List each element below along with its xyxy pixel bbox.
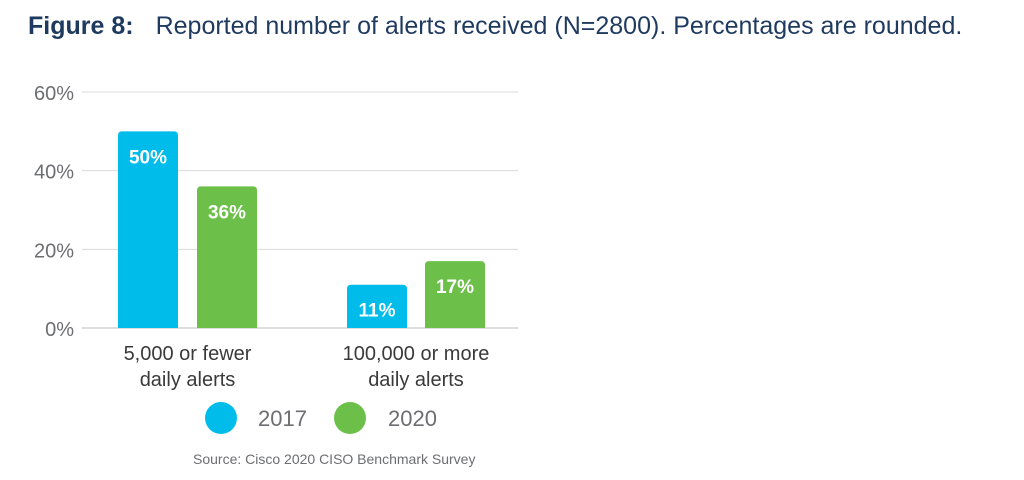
bar-2017-1 [347, 284, 407, 328]
y-tick-label: 0% [45, 319, 74, 341]
y-tick-label: 60% [34, 83, 74, 105]
data-label: 17% [436, 277, 474, 298]
y-tick-label: 20% [34, 240, 74, 262]
bar-2020-1 [425, 261, 485, 328]
bars-layer [118, 131, 485, 328]
legend-label-2017: 2017 [258, 406, 307, 431]
data-label: 11% [359, 301, 396, 322]
figure-caption: Reported number of alerts received (N=28… [155, 12, 963, 40]
x-category-label: 100,000 or more [343, 343, 490, 365]
x-category-label: daily alerts [140, 369, 236, 391]
data-label: 36% [208, 202, 246, 223]
x-category-label: daily alerts [368, 369, 464, 391]
data-label: 50% [129, 147, 167, 168]
labels-layer: 0% 20% 40% 60% 50% 11% 36% 17% 5,000 or fewer dai… [34, 83, 489, 391]
figure-header: Figure 8: Reported number of alerts recei… [28, 12, 962, 41]
legend: 2017 2020 [205, 402, 437, 434]
y-tick-label: 40% [34, 162, 74, 184]
legend-swatch-2017 [205, 402, 237, 434]
figure-label: Figure 8: [28, 12, 134, 40]
source-note: Source: Cisco 2020 CISO Benchmark Survey [193, 451, 476, 467]
bar-2020-0 [197, 186, 257, 328]
x-category-label: 5,000 or fewer [124, 343, 252, 365]
legend-swatch-2020 [334, 402, 366, 434]
legend-label-2020: 2020 [388, 406, 437, 431]
bar-2017-0 [118, 131, 178, 328]
